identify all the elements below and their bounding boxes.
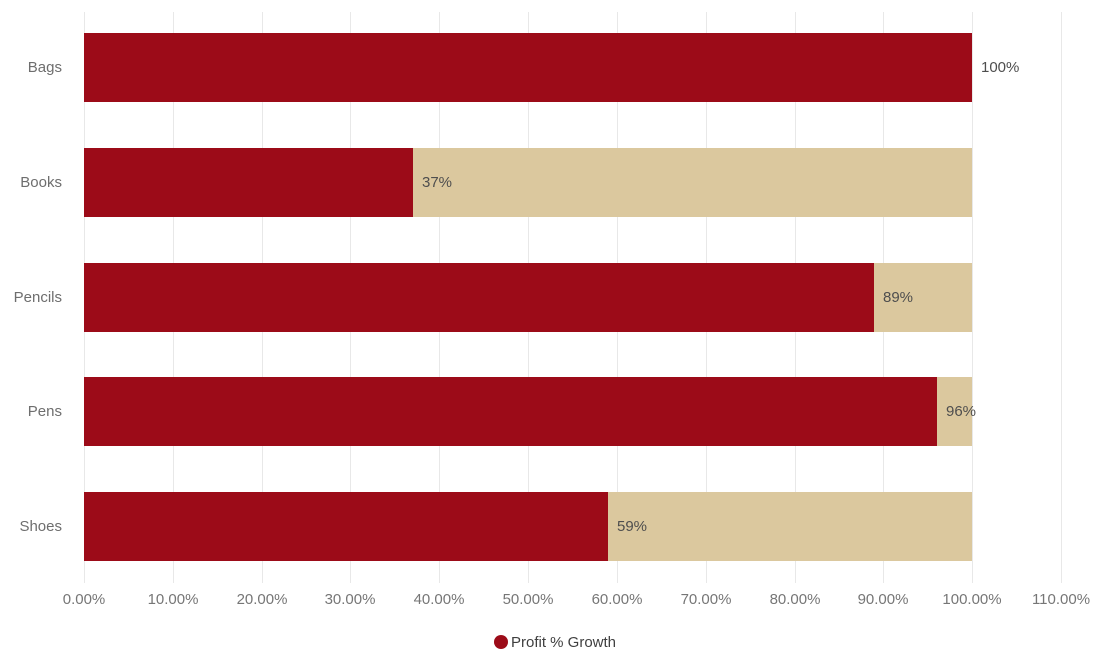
- bar-row: 100%: [84, 33, 1061, 102]
- category-label: Pencils: [13, 289, 62, 306]
- bar-data-label: 100%: [981, 59, 1020, 76]
- bar-segment-value[interactable]: [84, 263, 874, 332]
- bar-row: 59%: [84, 492, 1061, 561]
- bar-segment-value[interactable]: [84, 33, 972, 102]
- x-axis-tick-label: 90.00%: [857, 591, 909, 608]
- bar-segment-value[interactable]: [84, 148, 413, 217]
- x-axis-tick-label: 100.00%: [942, 591, 1002, 608]
- y-axis: Bags Books Pencils Pens Shoes: [0, 12, 62, 583]
- legend-item-profit-growth[interactable]: Profit % Growth: [493, 633, 617, 651]
- x-axis-tick-label: 110.00%: [1031, 591, 1091, 608]
- gridline: [972, 12, 973, 583]
- legend: Profit % Growth: [0, 631, 1110, 653]
- category-label: Bags: [27, 59, 62, 76]
- bar-row: 37%: [84, 148, 1061, 217]
- x-axis-tick-label: 20.00%: [236, 591, 288, 608]
- x-axis-tick-label: 70.00%: [680, 591, 732, 608]
- bar-data-label: 96%: [946, 403, 977, 420]
- x-axis-tick-label: 60.00%: [591, 591, 643, 608]
- bar-data-label: 59%: [617, 518, 648, 535]
- bar-segment-value[interactable]: [84, 492, 608, 561]
- legend-label: Profit % Growth: [510, 633, 617, 651]
- x-axis-tick-label: 30.00%: [324, 591, 376, 608]
- x-axis: 0.00% 10.00% 20.00% 30.00% 40.00% 50.00% 60.00…: [0, 591, 1110, 611]
- x-axis-tick-label: 50.00%: [502, 591, 554, 608]
- gridline: [1061, 12, 1062, 583]
- legend-marker-icon: [493, 635, 508, 649]
- x-axis-tick-label: 40.00%: [413, 591, 465, 608]
- category-label: Shoes: [19, 518, 62, 535]
- x-axis-tick-label: 80.00%: [769, 591, 821, 608]
- bar-row: 89%: [84, 263, 1061, 332]
- bar-data-label: 37%: [422, 174, 453, 191]
- category-label: Pens: [27, 403, 62, 420]
- bar-row: 96%: [84, 377, 1061, 446]
- category-label: Books: [20, 174, 62, 191]
- bar-segment-value[interactable]: [84, 377, 937, 446]
- bar-data-label: 89%: [883, 289, 914, 306]
- x-axis-tick-label: 10.00%: [147, 591, 199, 608]
- plot-area: 100% 37% 89% 96% 59%: [84, 12, 1062, 583]
- x-axis-tick-label: 0.00%: [62, 591, 106, 608]
